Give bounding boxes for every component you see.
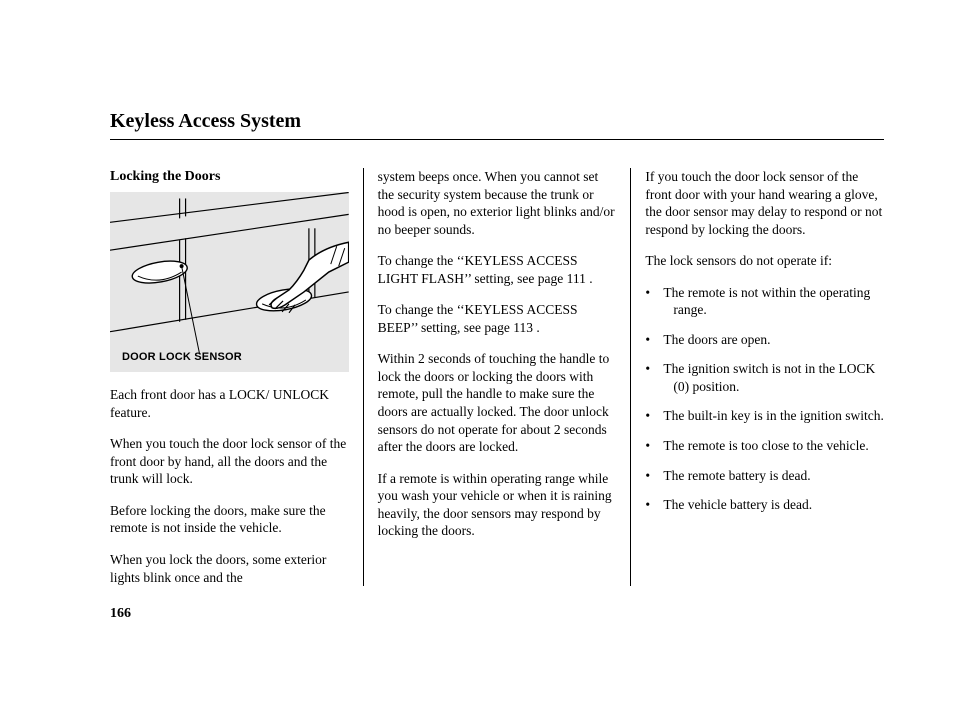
body-paragraph: The lock sensors do not operate if: (645, 252, 884, 270)
column-2: system beeps once. When you cannot set t… (364, 168, 632, 586)
page-number: 166 (110, 606, 884, 622)
figure-label: DOOR LOCK SENSOR (122, 350, 242, 364)
body-paragraph: When you touch the door lock sensor of t… (110, 435, 349, 488)
section-subhead: Locking the Doors (110, 168, 349, 186)
body-paragraph: If you touch the door lock sensor of the… (645, 168, 884, 238)
list-item: The vehicle battery is dead. (655, 496, 884, 514)
body-paragraph: Before locking the doors, make sure the … (110, 502, 349, 537)
list-item: The doors are open. (655, 331, 884, 349)
list-item: The remote battery is dead. (655, 467, 884, 485)
body-paragraph: Within 2 seconds of touching the handle … (378, 350, 617, 455)
list-item: The ignition switch is not in the LOCK (… (655, 360, 884, 395)
body-paragraph: To change the ‘‘KEYLESS ACCESS BEEP’’ se… (378, 301, 617, 336)
body-paragraph: If a remote is within operating range wh… (378, 470, 617, 540)
body-paragraph: system beeps once. When you cannot set t… (378, 168, 617, 238)
list-item: The remote is too close to the vehicle. (655, 437, 884, 455)
page-title: Keyless Access System (110, 110, 884, 140)
door-sensor-figure: DOOR LOCK SENSOR (110, 192, 349, 372)
column-1: Locking the Doors (110, 168, 364, 586)
body-columns: Locking the Doors (110, 168, 884, 586)
body-paragraph: To change the ‘‘KEYLESS ACCESS LIGHT FLA… (378, 252, 617, 287)
bullet-list: The remote is not within the operating r… (645, 284, 884, 514)
list-item: The built-in key is in the ignition swit… (655, 407, 884, 425)
body-paragraph: When you lock the doors, some exterior l… (110, 551, 349, 586)
body-paragraph: Each front door has a LOCK/ UNLOCK featu… (110, 386, 349, 421)
manual-page: Keyless Access System Locking the Doors (0, 0, 954, 662)
list-item: The remote is not within the operating r… (655, 284, 884, 319)
column-3: If you touch the door lock sensor of the… (631, 168, 884, 586)
door-sensor-illustration (110, 192, 349, 372)
